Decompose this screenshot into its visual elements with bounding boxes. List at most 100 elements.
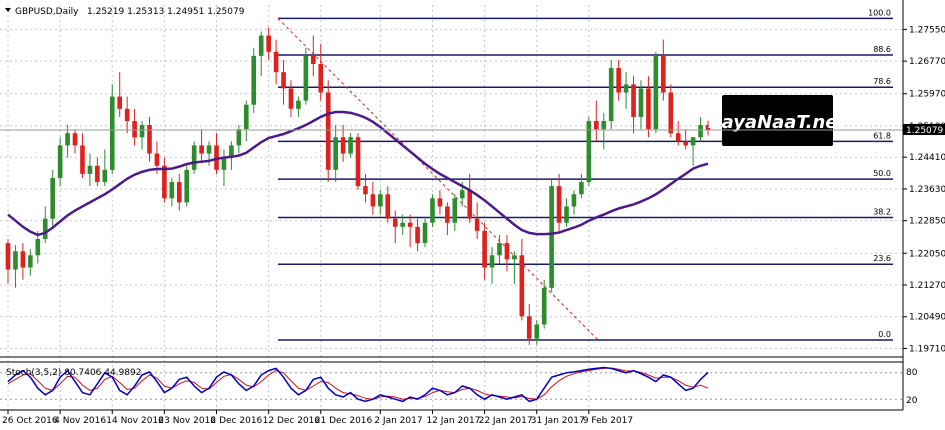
candle-body — [199, 145, 204, 154]
candle-body — [683, 141, 688, 146]
candle-body — [512, 255, 517, 260]
fib-level-label: 38.2 — [873, 207, 891, 216]
candle-body — [616, 68, 621, 93]
current-price-text: 1.25079 — [906, 126, 943, 136]
current-price-label: 1.25079 — [0, 123, 945, 136]
candle-body — [608, 68, 614, 121]
y-tick-label: 1.22850 — [909, 217, 945, 227]
candle-body — [191, 145, 197, 170]
candle-body — [556, 186, 562, 223]
fib-level-label: 100.0 — [868, 8, 891, 17]
candle-body — [273, 51, 279, 73]
candle-body — [102, 169, 108, 183]
candle-body — [229, 145, 234, 158]
candle-body — [288, 88, 294, 109]
candle-body — [593, 120, 599, 130]
candle-body — [437, 198, 443, 207]
y-tick-label: 1.19710 — [909, 344, 945, 354]
stoch-level-20: 20 — [906, 396, 918, 406]
candle-body — [87, 165, 93, 174]
ohlc-values: 1.25219 1.25313 1.24951 1.25079 — [87, 7, 245, 17]
candle-body — [221, 157, 227, 170]
candle-body — [668, 92, 674, 134]
candle-body — [467, 190, 473, 219]
candle-body — [184, 169, 190, 203]
symbol-label: GBPUSD,Daily — [15, 7, 79, 17]
y-tick-label: 1.23630 — [909, 185, 945, 195]
candle-body — [415, 226, 420, 244]
candle-body — [378, 194, 383, 207]
candle-body — [445, 206, 450, 223]
x-tick-label: 12 Dec 2016 — [263, 416, 321, 426]
candle-body — [169, 182, 175, 199]
candle-body — [95, 165, 100, 183]
candle-body — [318, 64, 324, 93]
candle-body — [392, 218, 398, 227]
candle-body — [370, 194, 376, 207]
fibonacci-levels: 100.0 88.6 78.6 61.8 50.0 38.2 23.6 0.0 — [278, 8, 893, 341]
y-tick-label: 1.26770 — [909, 57, 945, 67]
candle-body — [422, 222, 428, 244]
candle-body — [206, 145, 212, 154]
candle-body — [482, 230, 487, 268]
x-tick-label: 23 Nov 2016 — [158, 416, 216, 426]
watermark-text: BayaNaaT.net — [708, 112, 848, 133]
stoch-label: Stoch(3,5,2) 80.7406 44.9892 — [6, 368, 141, 378]
candle-body — [147, 125, 152, 154]
candle-body — [13, 251, 18, 270]
y-tick-label: 1.20490 — [909, 313, 945, 323]
candle-body — [340, 137, 346, 154]
candle-body — [132, 120, 137, 138]
candle-body — [385, 194, 391, 219]
candle-body — [638, 88, 644, 117]
moving-average-line — [7, 110, 709, 237]
candle-body — [452, 198, 458, 223]
candle-body — [311, 55, 316, 65]
candle-body — [653, 55, 659, 130]
candle-body — [407, 222, 413, 227]
candle-body — [579, 182, 584, 195]
candle-body — [162, 165, 167, 199]
fib-level-label: 23.6 — [873, 254, 891, 263]
candle-body — [266, 35, 271, 52]
candle-body — [139, 125, 145, 138]
candle-body — [586, 120, 592, 183]
candle-body — [705, 125, 711, 130]
candle-body — [65, 133, 70, 146]
candle-body — [176, 182, 182, 203]
y-tick-label: 1.22050 — [909, 249, 945, 259]
x-tick-label: 31 Jan 2017 — [531, 416, 585, 426]
candle-body — [661, 55, 666, 93]
candle-body — [258, 35, 264, 56]
candle-body — [497, 243, 502, 256]
candle-body — [549, 186, 554, 288]
candle-body — [348, 137, 353, 154]
candle-body — [519, 255, 525, 317]
candle-body — [571, 194, 577, 207]
y-tick-label: 1.24410 — [909, 153, 945, 163]
candle-body — [363, 186, 368, 195]
candle-body — [601, 120, 607, 130]
candle-body — [430, 198, 435, 223]
candle-body — [109, 96, 115, 170]
candle-body — [526, 316, 532, 339]
candle-body — [698, 125, 703, 138]
x-tick-label: 26 Oct 2016 — [2, 416, 58, 426]
candle-body — [489, 255, 495, 268]
chart-header: GBPUSD,Daily 1.25219 1.25313 1.24951 1.2… — [5, 7, 245, 17]
x-tick-label: 4 Nov 2016 — [54, 416, 106, 426]
x-tick-label: 2 Jan 2017 — [374, 416, 422, 426]
candle-body — [281, 72, 286, 89]
candle-body — [690, 137, 696, 146]
fib-level-label: 61.8 — [873, 131, 891, 140]
fib-level-label: 50.0 — [873, 169, 891, 178]
stoch-main-line — [7, 366, 709, 403]
candle-body — [35, 239, 41, 256]
candle-body — [631, 84, 636, 117]
fib-level-label: 0.0 — [878, 330, 891, 339]
dropdown-arrow-icon[interactable] — [5, 8, 11, 12]
candle-body — [251, 55, 257, 105]
candle-body — [236, 129, 242, 146]
